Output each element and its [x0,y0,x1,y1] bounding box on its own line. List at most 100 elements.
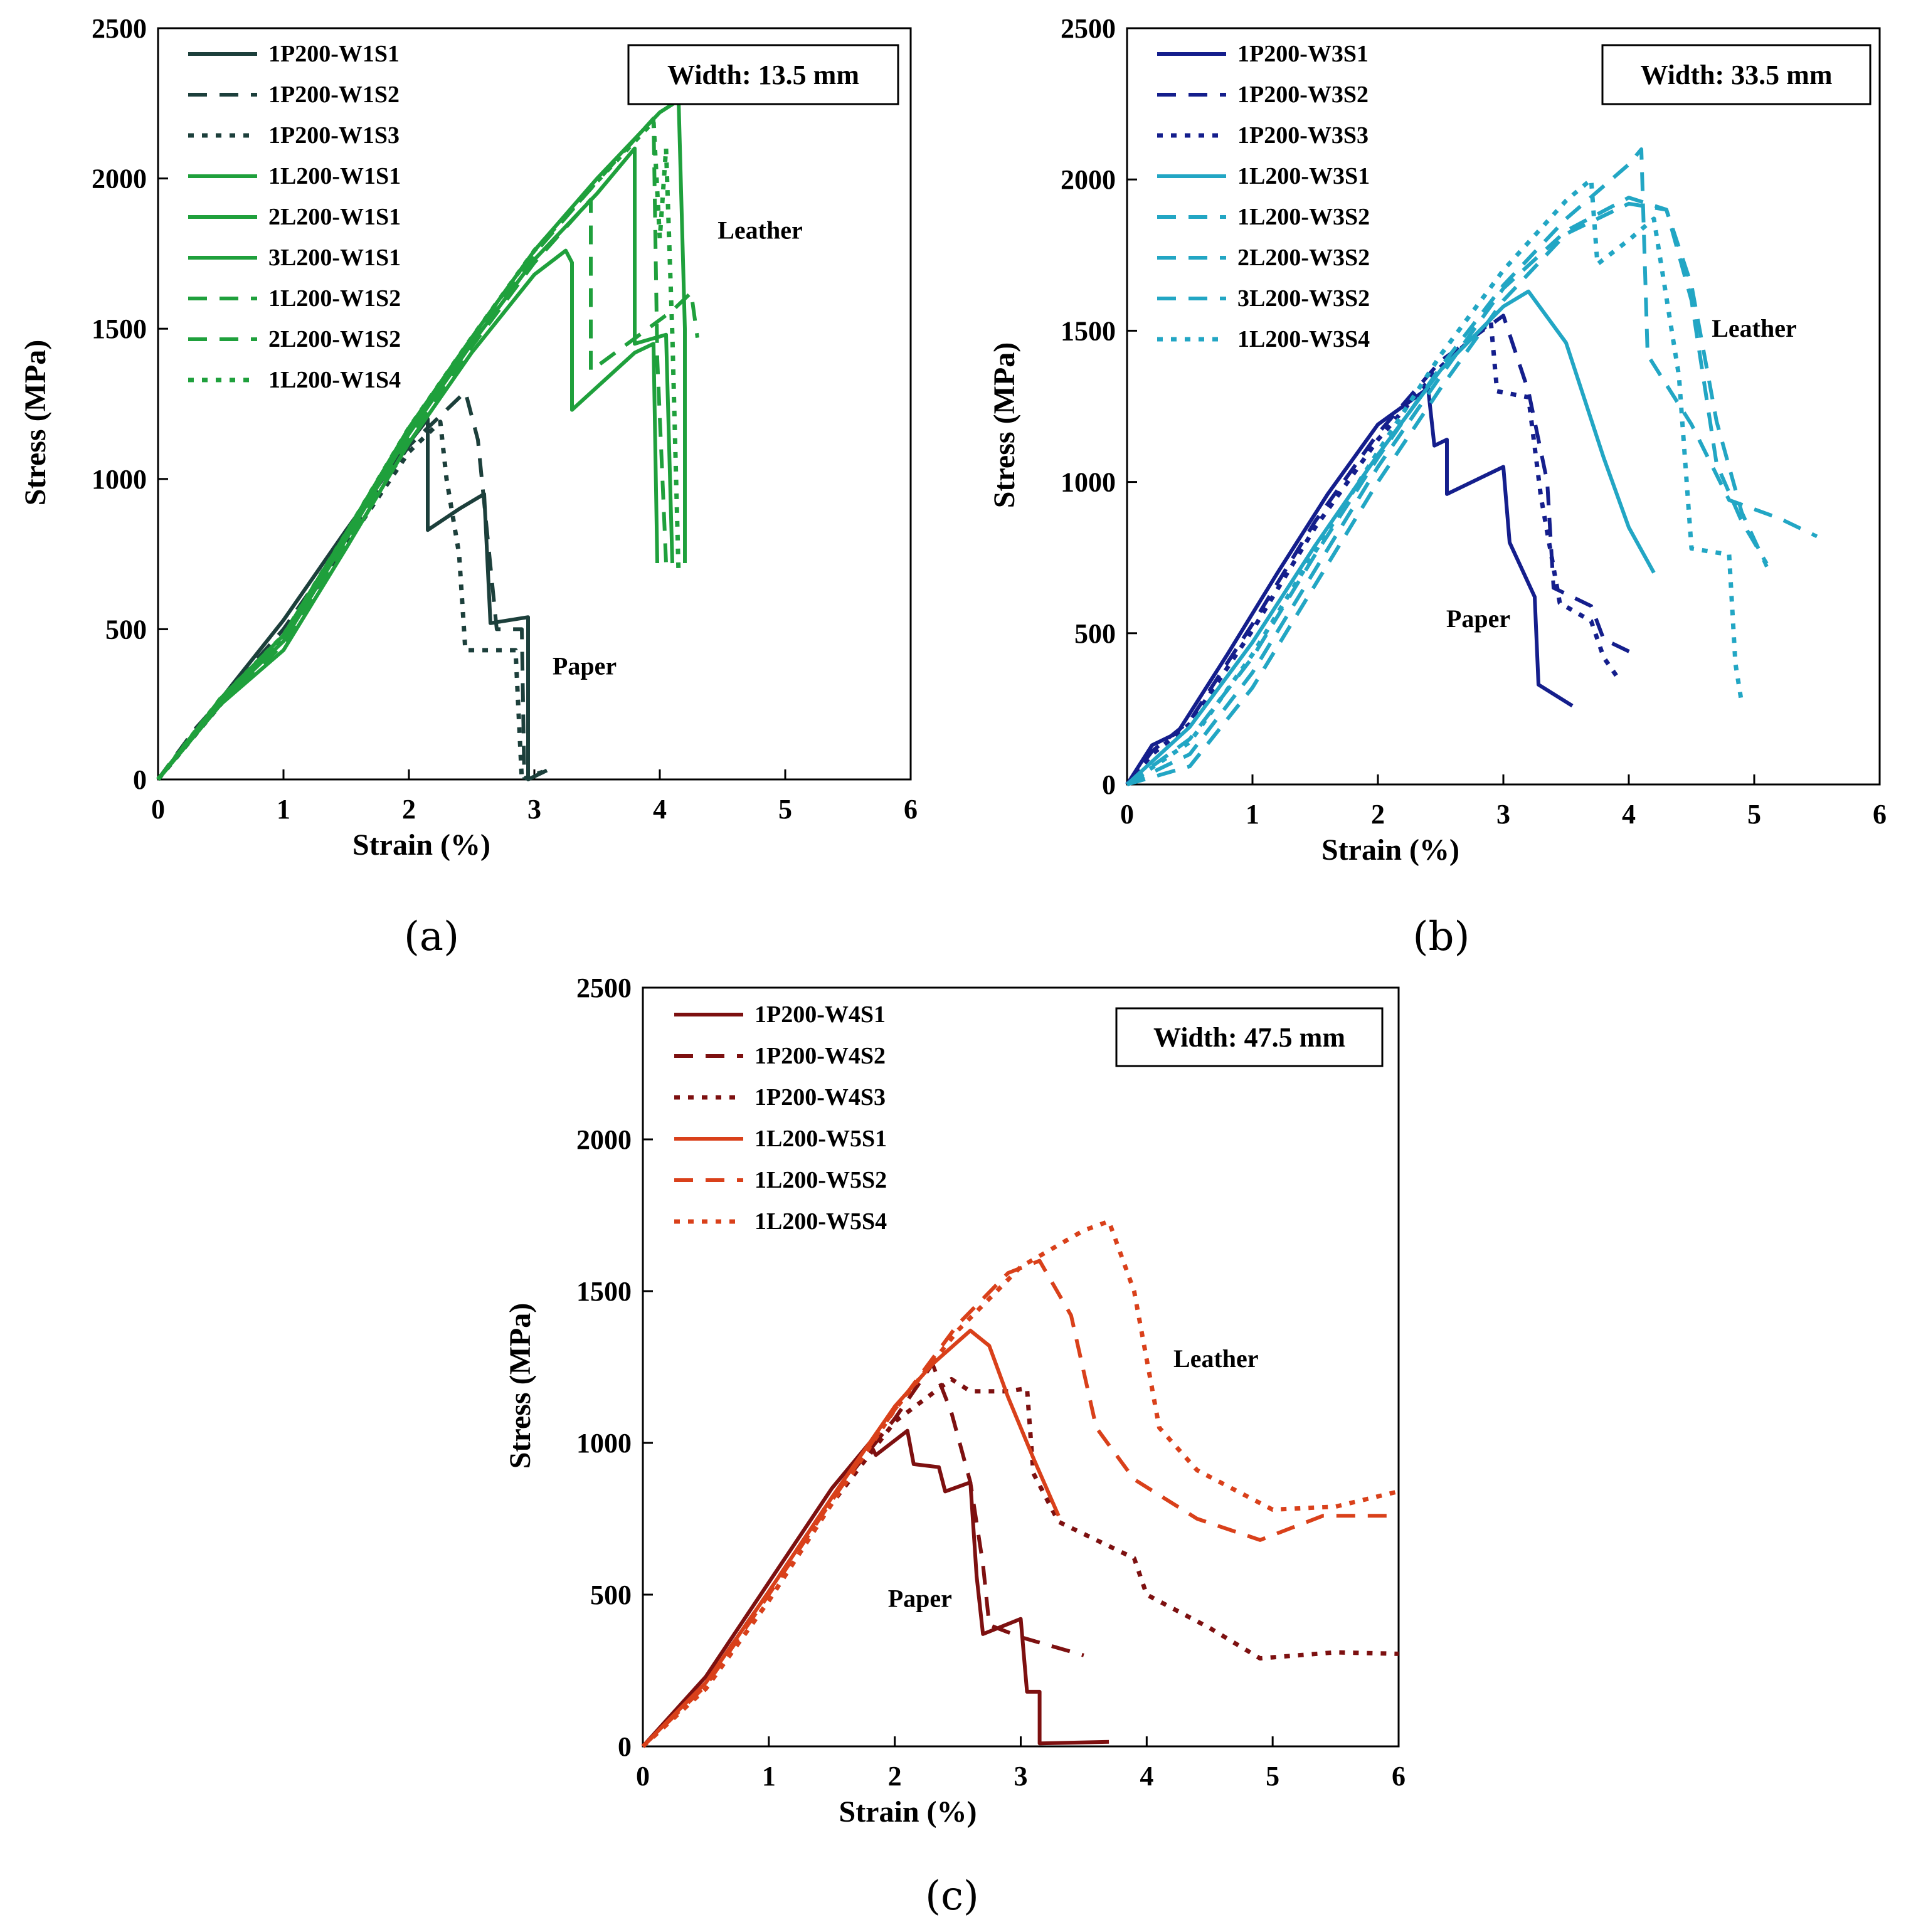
x-tick-label: 6 [904,794,918,825]
legend-label: 1P200-W3S1 [1237,41,1369,67]
series-line-1p200-w1s2 [156,389,526,781]
x-tick-label: 5 [778,794,792,825]
legend-label: 1L200-W3S2 [1237,204,1370,230]
legend-label: 1L200-W5S4 [754,1208,887,1235]
y-tick-label: 0 [1102,769,1116,800]
legend: 1P200-W4S1 1P200-W4S2 1P200-W4S3 1L200-W5S1… [674,1001,887,1235]
series-line-1p200-w1s3 [156,420,548,782]
x-axis-label: Strain (%) [352,828,490,862]
series-line-1l200-w1s2 [156,198,699,781]
width-label: Width: 33.5 mm [1641,60,1833,90]
x-tick-label: 2 [402,794,416,825]
legend-label: 1L200-W1S2 [268,285,401,312]
x-tick-label: 0 [151,794,165,825]
chart-panel-2: 0 1 2 3 4 5 6 0 500 1000 1500 2000 2500 Strain (%) Str… [988,13,1887,960]
series-line-1l200-w5s4 [641,1219,1399,1748]
x-tick-label: 4 [653,794,667,825]
y-tick-label: 500 [1074,618,1116,649]
y-tick-label: 500 [105,614,147,645]
legend-label: 2L200-W1S2 [268,326,401,352]
legend-label: 1P200-W4S3 [754,1084,886,1111]
x-tick-label: 1 [1246,799,1259,830]
width-box [1115,1007,1384,1067]
legend-label: 2L200-W1S1 [268,204,401,230]
x-tick-label: 6 [1873,799,1887,830]
x-tick-label: 5 [1266,1761,1279,1792]
legend-label: 1P200-W1S2 [268,82,400,108]
annotation-paper: Paper [888,1584,952,1612]
y-tick-label: 2500 [1061,13,1116,44]
width-label: Width: 47.5 mm [1153,1022,1345,1053]
legend-label: 1P200-W3S3 [1237,122,1369,149]
series-line-1l200-w3s1 [1125,289,1656,786]
series-line-1l200-w5s1 [641,1328,1061,1748]
x-tick-label: 1 [277,794,290,825]
legend-label: 2L200-W3S2 [1237,245,1370,271]
x-tick-label: 6 [1392,1761,1406,1792]
x-axis-label: Strain (%) [839,1795,977,1829]
y-tick-label: 1500 [576,1276,632,1307]
legend-label: 1P200-W4S1 [754,1001,886,1028]
x-tick-label: 2 [888,1761,902,1792]
width-box [627,44,899,105]
series-line-3l200-w3s2 [1126,201,1769,786]
width-label: Width: 13.5 mm [667,60,859,90]
legend: 1P200-W3S1 1P200-W3S2 1P200-W3S3 1L200-W3S1… [1157,41,1370,352]
legend-label: 1L200-W3S1 [1237,163,1370,189]
y-axis-label: Stress (MPa) [504,1303,537,1469]
series-line-1p200-w3s2 [1125,314,1636,786]
y-tick-label: 0 [618,1731,632,1762]
width-box [1601,44,1872,105]
legend-label: 1L200-W3S4 [1237,326,1370,352]
legend-label: 1L200-W1S1 [268,163,401,189]
series-line-1l200-w5s2 [641,1259,1399,1748]
legend-label: 1L200-W5S2 [754,1167,887,1193]
series-line-1l200-w3s2 [1126,147,1818,786]
x-tick-label: 2 [1371,799,1385,830]
y-tick-label: 2500 [576,973,632,1003]
annotation-paper: Paper [553,652,617,680]
legend-label: 1P200-W3S2 [1237,82,1369,108]
series-line-1p200-w3s3 [1125,319,1618,786]
annotation-leather: Leather [1712,314,1797,342]
panel-caption: (c) [925,1873,979,1919]
y-tick-label: 1500 [1061,315,1116,346]
legend-label: 1L200-W1S4 [268,367,401,393]
legend-label: 3L200-W1S1 [268,245,401,271]
y-tick-label: 0 [133,764,147,795]
legend-label: 1L200-W5S1 [754,1126,887,1152]
legend-label: 1P200-W1S1 [268,41,400,67]
y-tick-label: 500 [590,1580,632,1610]
series-line-1p200-w1s1 [156,417,548,781]
x-axis-label: Strain (%) [1321,833,1459,867]
x-tick-label: 4 [1622,799,1636,830]
x-tick-label: 0 [1120,799,1134,830]
series-line-1l200-w1s4 [156,119,681,781]
y-tick-label: 1000 [576,1428,632,1459]
series-line-1p200-w4s1 [641,1428,1109,1748]
x-tick-label: 3 [527,794,541,825]
chart-panel-1: 0 1 2 3 4 5 6 0 500 1000 1500 2000 2500 Strain (%) Str… [19,13,918,960]
annotation-leather: Leather [717,216,803,244]
panel-caption: (b) [1413,914,1470,960]
series-line-1l200-w1s1 [156,248,659,781]
annotation-leather: Leather [1173,1344,1259,1373]
legend-label: 3L200-W3S2 [1237,285,1370,312]
y-axis-label: Stress (MPa) [19,340,52,505]
series-line-1l200-w3s4 [1126,177,1744,786]
x-tick-label: 4 [1140,1761,1153,1792]
y-tick-label: 2000 [576,1124,632,1155]
x-tick-label: 5 [1747,799,1761,830]
legend-label: 1P200-W1S3 [268,122,400,149]
chart-panel-3: 0 1 2 3 4 5 6 0 500 1000 1500 2000 2500 Strain (%) Str… [504,973,1406,1919]
legend-label: 1P200-W4S2 [754,1043,886,1069]
annotation-paper: Paper [1446,604,1510,633]
series-line-1p200-w3s1 [1125,386,1574,786]
panel-caption: (a) [404,914,459,960]
x-tick-label: 0 [636,1761,650,1792]
y-tick-label: 1000 [1061,467,1116,498]
x-tick-label: 3 [1496,799,1510,830]
series-line-1p200-w4s3 [641,1376,1399,1748]
y-tick-label: 2000 [1061,164,1116,195]
